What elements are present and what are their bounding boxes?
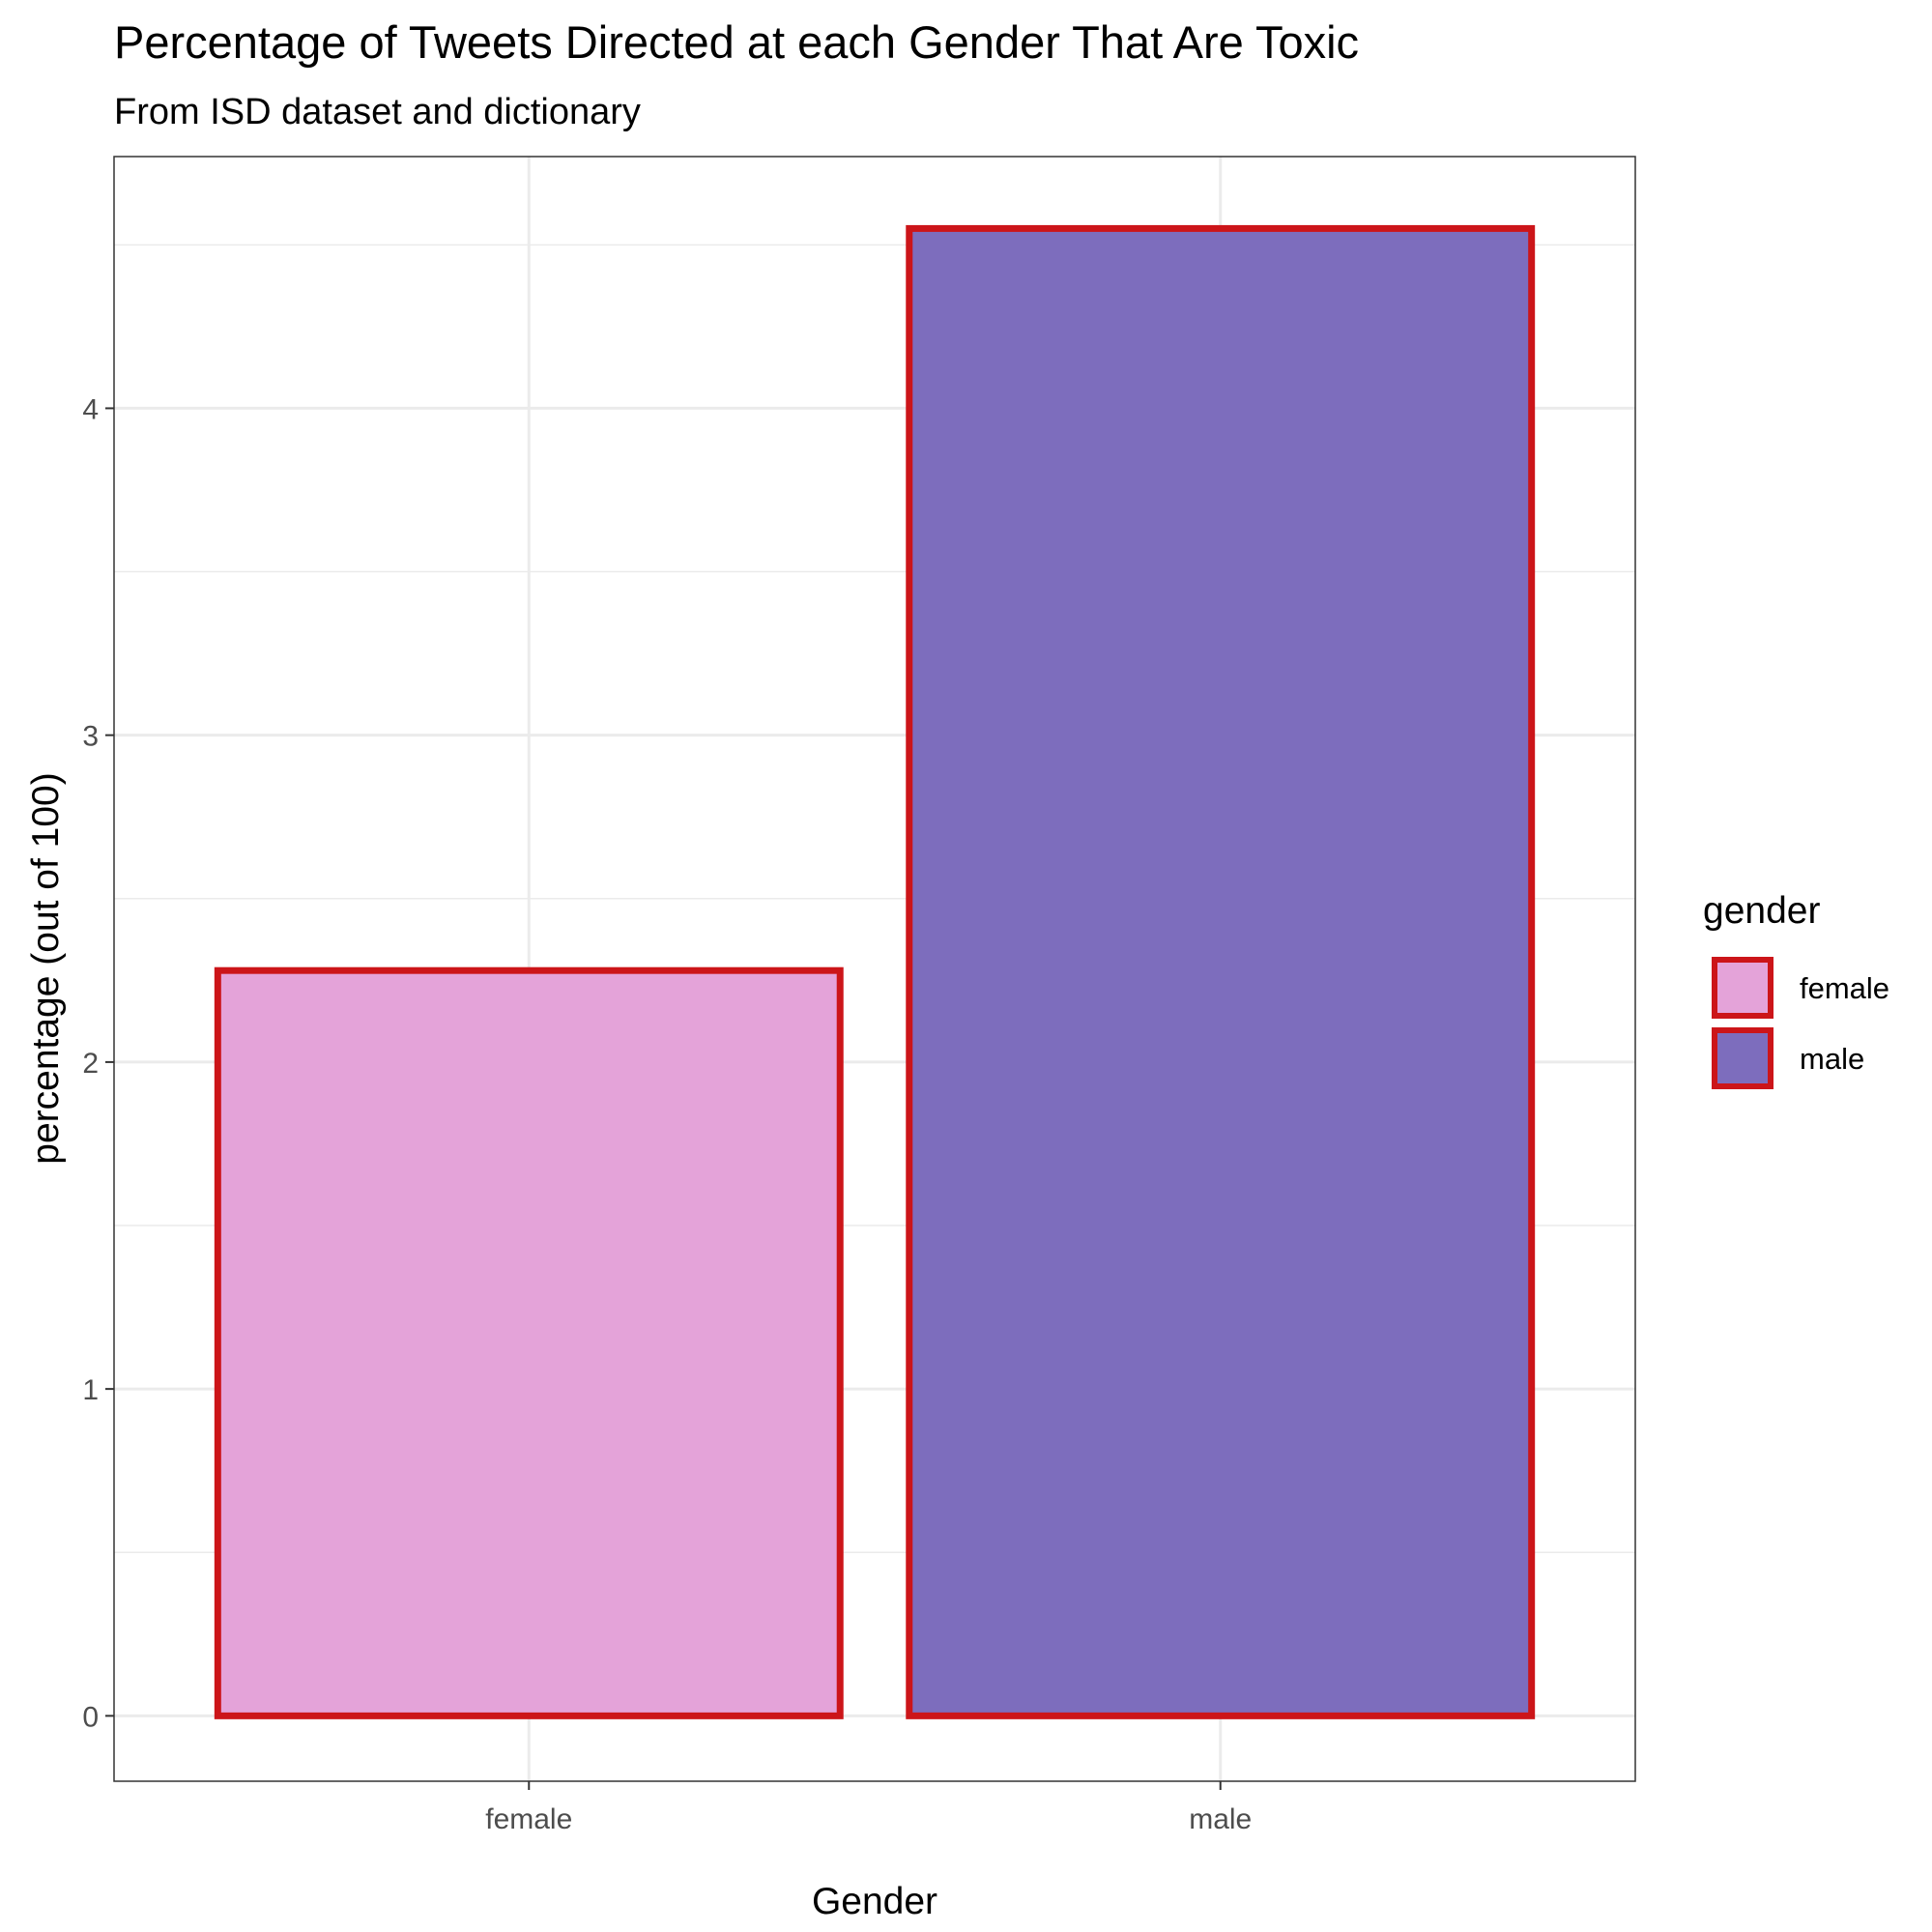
x-tick-label: female xyxy=(485,1803,572,1835)
x-axis-title: Gender xyxy=(812,1881,937,1922)
chart-subtitle: From ISD dataset and dictionary xyxy=(114,92,641,132)
panel-border xyxy=(113,156,1636,1782)
plot-panel xyxy=(113,156,1636,1782)
y-axis: 0 1 2 3 4 xyxy=(82,393,114,1733)
y-tick-label: 3 xyxy=(82,721,99,753)
x-tick-label: male xyxy=(1189,1803,1252,1835)
legend-key-female xyxy=(1712,957,1773,1019)
y-tick-label: 2 xyxy=(82,1048,99,1080)
bars xyxy=(214,224,1536,1719)
chart-title: Percentage of Tweets Directed at each Ge… xyxy=(114,16,1359,68)
bar-female xyxy=(214,966,844,1719)
y-tick-label: 1 xyxy=(82,1374,99,1406)
legend-items: female male xyxy=(1712,957,1889,1089)
bar-male xyxy=(906,224,1536,1719)
legend-label-female: female xyxy=(1800,971,1889,1005)
y-tick-label: 4 xyxy=(82,393,99,425)
y-tick-label: 0 xyxy=(82,1701,99,1733)
y-axis-title: percentage (out of 100) xyxy=(25,772,67,1164)
legend: gender female male xyxy=(1703,890,1889,1089)
legend-label-male: male xyxy=(1800,1042,1864,1076)
legend-key-male xyxy=(1712,1027,1773,1089)
legend-title: gender xyxy=(1703,890,1820,932)
x-axis: female male xyxy=(485,1781,1252,1835)
